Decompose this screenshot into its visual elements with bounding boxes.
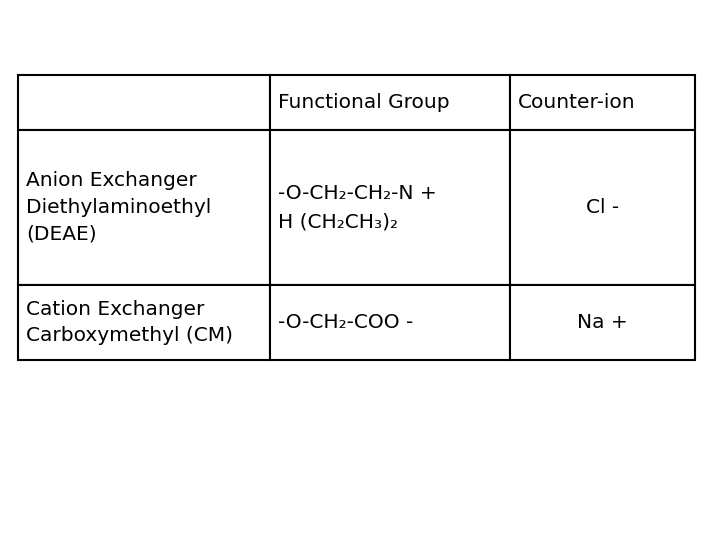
Text: -O-CH₂-COO -: -O-CH₂-COO - (278, 313, 413, 332)
Bar (270, 130, 510, 285)
Text: Na +: Na + (577, 313, 628, 332)
Bar (270, 285, 510, 360)
Text: Anion Exchanger
Diethylaminoethyl
(DEAE): Anion Exchanger Diethylaminoethyl (DEAE) (26, 172, 211, 244)
Text: Cation Exchanger
Carboxymethyl (CM): Cation Exchanger Carboxymethyl (CM) (26, 300, 233, 345)
Bar (18, 130, 270, 285)
Bar (510, 285, 695, 360)
Text: Functional Group: Functional Group (278, 93, 449, 112)
Text: Counter-ion: Counter-ion (518, 93, 636, 112)
Text: -O-CH₂-CH₂-N +
H (CH₂CH₃)₂: -O-CH₂-CH₂-N + H (CH₂CH₃)₂ (278, 184, 437, 231)
Bar (18, 75, 270, 130)
Bar (18, 285, 270, 360)
Bar (510, 130, 695, 285)
Text: Cl -: Cl - (586, 198, 619, 217)
Bar (270, 75, 510, 130)
Bar (510, 75, 695, 130)
